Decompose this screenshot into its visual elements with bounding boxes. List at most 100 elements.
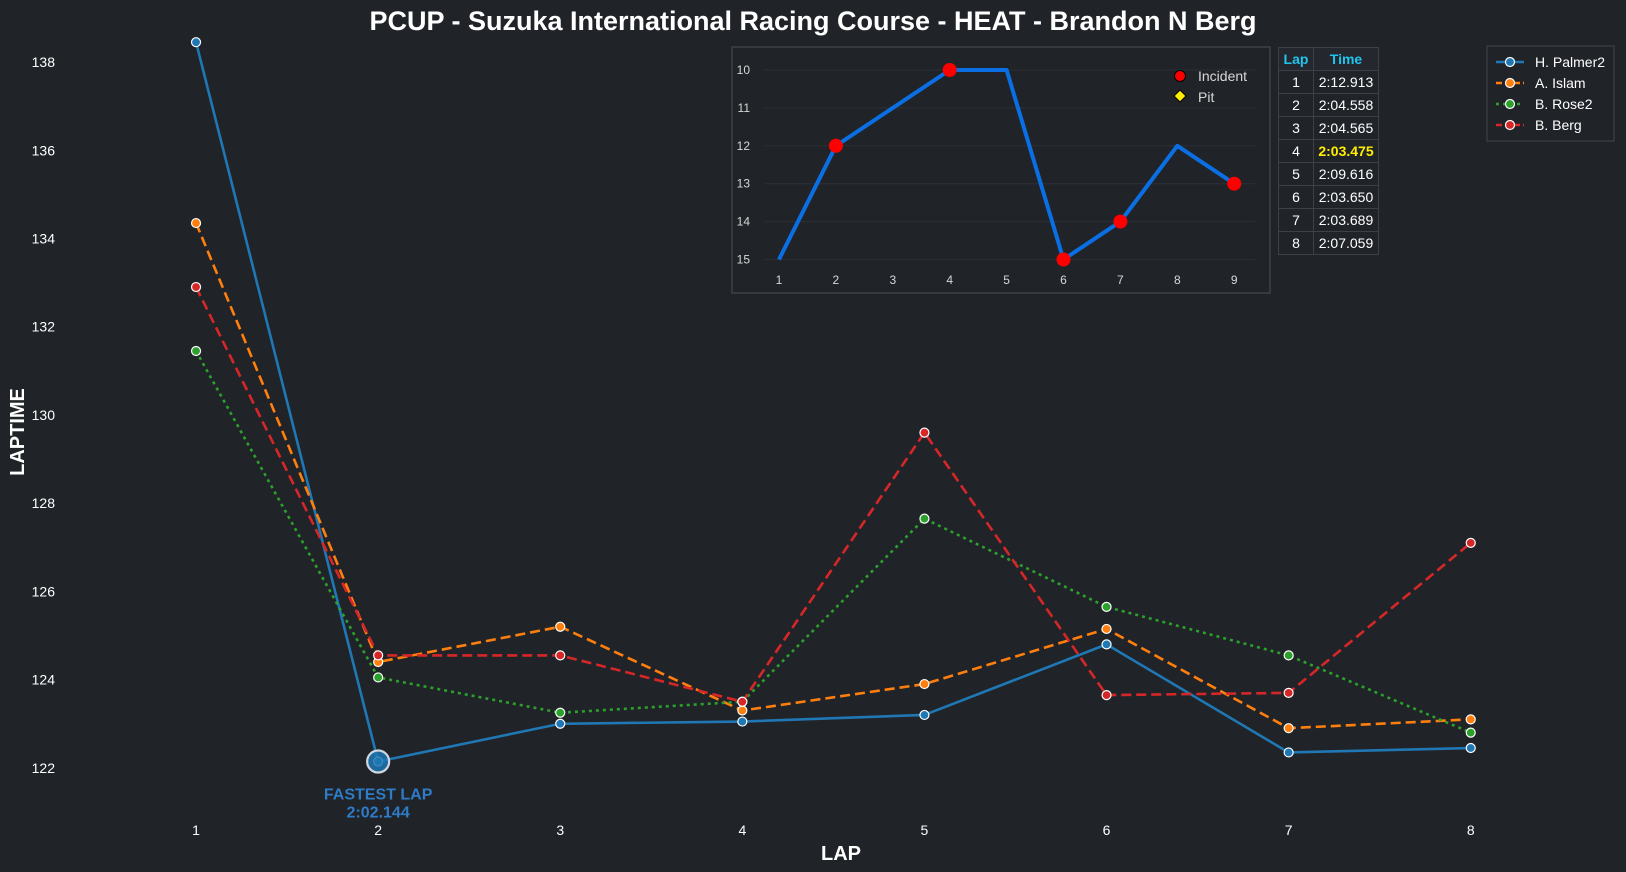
series-line [194, 41, 1471, 763]
lap-time-cell: 2:04.565 [1313, 116, 1379, 140]
lap-number-cell: 6 [1278, 185, 1314, 209]
lap-number-cell: 5 [1278, 162, 1314, 186]
series-b-rose2 [190, 345, 1476, 738]
y-tick-label: 136 [32, 142, 56, 158]
inset-x-tick-label: 1 [776, 273, 783, 287]
incident-marker [1227, 176, 1242, 191]
fastest-lap-label: FASTEST LAP [324, 787, 433, 804]
data-point [1101, 601, 1112, 612]
legend-label: A. Islam [1535, 75, 1586, 91]
table-row: 3 2:04.565 [1278, 116, 1379, 140]
lap-time-cell: 2:07.059 [1313, 231, 1379, 255]
series-b-berg [190, 281, 1476, 707]
y-tick-label: 130 [32, 407, 56, 423]
inset-y-tick-label: 11 [738, 101, 751, 115]
lap-number-cell: 2 [1278, 93, 1314, 117]
lap-table-body: 1 2:12.913 2 2:04.558 3 2:04.565 4 2:03.475 5 2:0… [1278, 70, 1379, 255]
x-tick-label: 8 [1467, 822, 1475, 838]
data-point [555, 707, 566, 718]
x-tick-label: 6 [1103, 822, 1111, 838]
lap-time-table: Lap Time 1 2:12.913 2 2:04.558 3 2:04.565 4 2:0… [1278, 47, 1379, 255]
table-row: 7 2:03.689 [1278, 208, 1379, 232]
data-point [1465, 742, 1476, 754]
y-tick-label: 132 [32, 319, 56, 335]
lap-number-cell: 8 [1278, 231, 1314, 255]
incident-marker [1056, 252, 1071, 267]
fastest-lap-marker [366, 749, 391, 774]
data-point [1283, 687, 1294, 698]
data-point [1283, 650, 1294, 661]
data-point [1465, 714, 1476, 725]
inset-legend-incident-marker [1174, 70, 1186, 82]
lap-number-cell: 1 [1278, 70, 1314, 94]
series-a-islam [190, 217, 1476, 734]
inset-frame [731, 46, 1271, 294]
x-axis-label: LAP [821, 843, 861, 865]
inset-legend-incident-label: Incident [1198, 68, 1247, 84]
y-tick-label: 122 [32, 760, 56, 776]
legend-label: H. Palmer2 [1535, 54, 1605, 70]
x-tick-label: 5 [921, 822, 929, 838]
data-point [373, 650, 384, 661]
inset-x-tick-label: 6 [1060, 273, 1067, 287]
legend-item: H. Palmer2 [1496, 54, 1605, 70]
table-row: 2 2:04.558 [1278, 93, 1379, 117]
inset-x-tick-label: 4 [946, 273, 953, 287]
inset-x-tick-label: 8 [1174, 273, 1181, 287]
inset-y-tick-label: 10 [737, 63, 751, 77]
lap-time-cell: 2:03.475 [1313, 139, 1379, 163]
data-point [190, 217, 202, 229]
lap-time-cell: 2:12.913 [1313, 70, 1379, 94]
legend-marker [1504, 98, 1516, 110]
y-tick-label: 138 [32, 54, 56, 70]
legend-marker [1504, 119, 1516, 131]
data-point [1465, 727, 1476, 738]
lap-number-cell: 4 [1278, 139, 1314, 163]
legend-marker [1504, 77, 1516, 89]
data-point [1101, 623, 1112, 635]
table-header-time: Time [1313, 47, 1379, 71]
data-point [919, 427, 930, 438]
lap-time-cell: 2:04.558 [1313, 93, 1379, 117]
x-tick-label: 7 [1285, 822, 1293, 838]
chart-title: PCUP - Suzuka International Racing Cours… [369, 6, 1256, 36]
inset-x-tick-label: 9 [1231, 273, 1238, 287]
lap-time-cell: 2:09.616 [1313, 162, 1379, 186]
inset-x-tick-label: 2 [833, 273, 840, 287]
inset-position-line [777, 68, 1236, 262]
legend: H. Palmer2 A. Islam B. Rose2 B. Berg [1486, 45, 1615, 142]
incident-marker [828, 138, 843, 153]
table-header-lap: Lap [1278, 47, 1314, 71]
table-row: 1 2:12.913 [1278, 70, 1379, 94]
incident-marker [1113, 214, 1128, 229]
data-point [737, 696, 748, 707]
data-point [1465, 537, 1476, 549]
lap-number-cell: 7 [1278, 208, 1314, 232]
legend-label: B. Berg [1535, 117, 1582, 133]
y-tick-label: 126 [32, 583, 56, 599]
inset-y-tick-label: 15 [737, 253, 751, 267]
table-row: 6 2:03.650 [1278, 185, 1379, 209]
data-point [190, 37, 202, 48]
inset-legend-pit-marker [1173, 89, 1187, 103]
series-line [194, 350, 1472, 734]
data-point [919, 513, 930, 524]
data-point [555, 621, 566, 632]
x-tick-label: 2 [374, 822, 382, 838]
fastest-lap-value: 2:02.144 [347, 805, 410, 822]
data-point [1283, 723, 1294, 734]
series-line [194, 222, 1471, 730]
data-point [1101, 689, 1112, 701]
data-point [1101, 639, 1112, 650]
data-point [373, 672, 384, 683]
data-point [190, 345, 202, 357]
legend-item: B. Rose2 [1496, 96, 1593, 112]
legend-item: B. Berg [1496, 117, 1582, 133]
series-line [194, 286, 1472, 704]
x-tick-label: 4 [738, 822, 746, 838]
inset-x-tick-label: 7 [1117, 273, 1124, 287]
